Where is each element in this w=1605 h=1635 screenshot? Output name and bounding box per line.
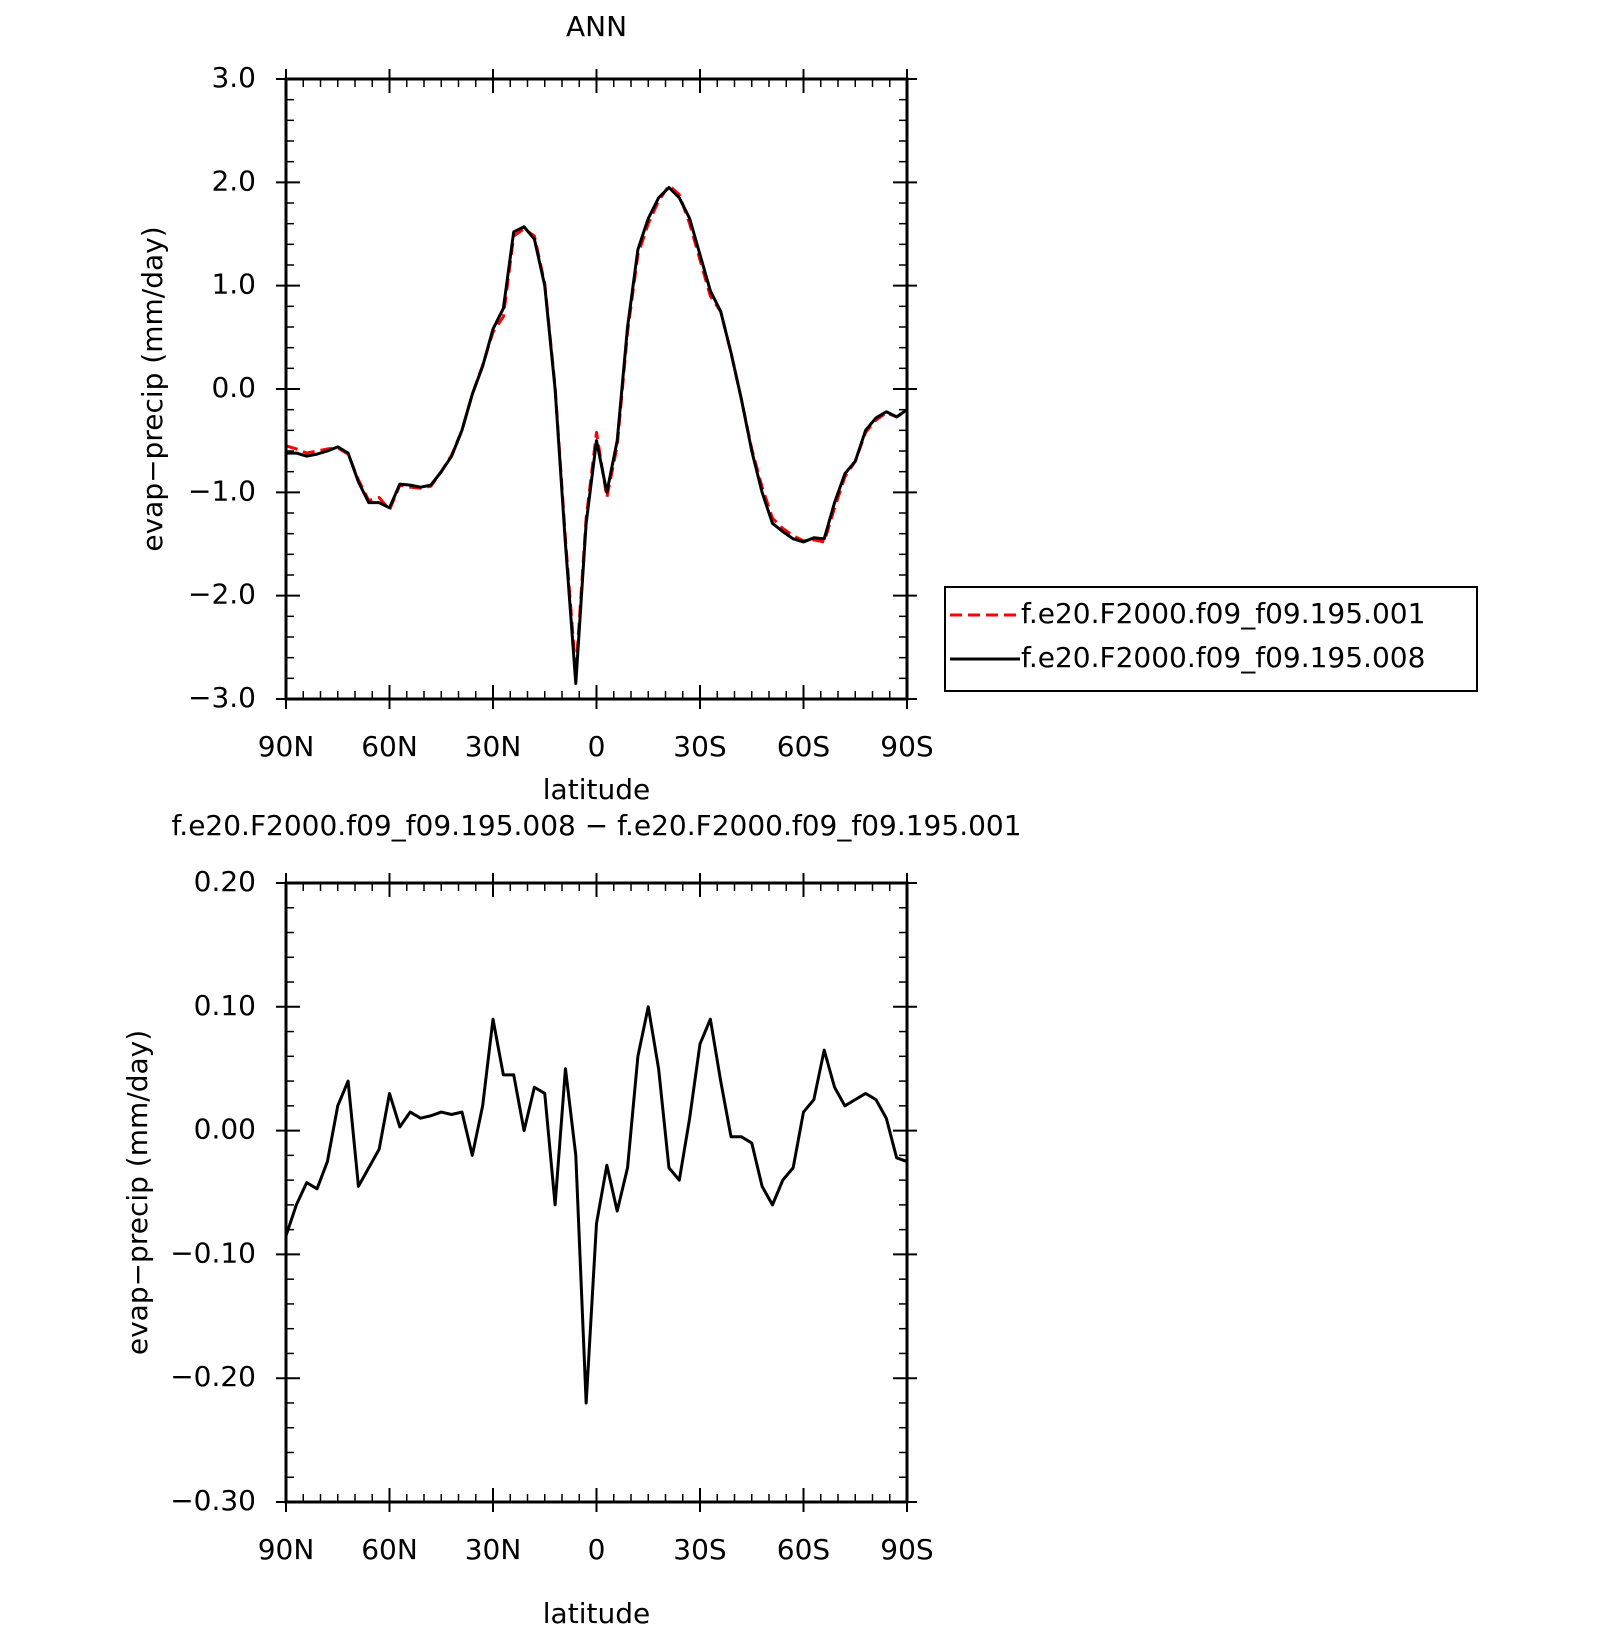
y-tick-label: −1.0 [188, 474, 256, 507]
y-axis-label: evap−precip (mm/day) [121, 1030, 154, 1355]
y-tick-label: −2.0 [188, 578, 256, 611]
x-tick-label: 60N [361, 730, 418, 763]
legend-label: f.e20.F2000.f09_f09.195.001 [1021, 597, 1425, 630]
y-tick-label: −3.0 [188, 681, 256, 714]
chart-title: ANN [566, 10, 627, 43]
x-axis-label: latitude [543, 773, 650, 806]
y-tick-label: 0.10 [194, 989, 256, 1022]
data-line [286, 186, 908, 685]
y-tick-label: 0.0 [211, 371, 256, 404]
x-tick-label: 90S [880, 1533, 933, 1566]
x-tick-label: 90S [880, 730, 933, 763]
x-tick-label: 60S [777, 730, 830, 763]
x-tick-label: 30S [673, 730, 726, 763]
legend-label: f.e20.F2000.f09_f09.195.008 [1021, 641, 1425, 674]
y-tick-label: 3.0 [211, 61, 256, 94]
chart-title: f.e20.F2000.f09_f09.195.008 − f.e20.F200… [171, 809, 1021, 842]
x-tick-label: 60N [361, 1533, 418, 1566]
y-tick-label: 1.0 [211, 268, 256, 301]
y-tick-label: −0.20 [170, 1360, 256, 1393]
x-tick-label: 60S [777, 1533, 830, 1566]
x-tick-label: 90N [258, 1533, 315, 1566]
x-tick-label: 0 [588, 730, 606, 763]
x-tick-label: 30S [673, 1533, 726, 1566]
y-tick-label: −0.30 [170, 1484, 256, 1517]
data-line [285, 183, 908, 675]
y-tick-label: 2.0 [211, 164, 256, 197]
y-tick-label: −0.10 [170, 1236, 256, 1269]
y-axis-label: evap−precip (mm/day) [136, 226, 169, 551]
y-tick-label: 0.00 [194, 1113, 256, 1146]
x-tick-label: 30N [465, 1533, 522, 1566]
legend-box [944, 586, 1478, 692]
plot-frame [284, 77, 909, 701]
x-axis-label: latitude [543, 1597, 650, 1630]
plot-frame [284, 881, 909, 1504]
x-tick-label: 90N [258, 730, 315, 763]
x-tick-label: 30N [465, 730, 522, 763]
x-tick-label: 0 [588, 1533, 606, 1566]
y-tick-label: 0.20 [194, 865, 256, 898]
data-line [284, 1005, 908, 1405]
